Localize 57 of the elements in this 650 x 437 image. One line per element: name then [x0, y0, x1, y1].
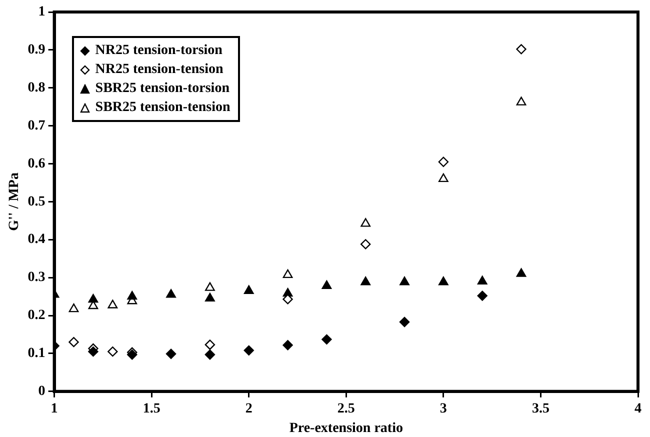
point [400, 276, 410, 286]
point [127, 350, 138, 360]
point [322, 334, 332, 345]
point [205, 282, 215, 291]
point [399, 316, 410, 328]
point [205, 292, 215, 302]
point [360, 239, 371, 250]
point [108, 346, 118, 357]
point [244, 285, 254, 294]
y-tick-label: 0.8 [28, 80, 46, 96]
legend-label: SBR25 tension-torsion [95, 80, 230, 98]
y-tick-label: 1 [38, 4, 46, 20]
point [282, 294, 293, 304]
y-tick-label: 0.4 [28, 232, 46, 248]
point [127, 290, 138, 300]
x-axis-title: Pre-extension ratio [289, 421, 403, 436]
x-tick-label: 3 [440, 401, 447, 416]
x-tick-label: 2 [245, 401, 252, 416]
y-tick-label: 0.2 [28, 308, 46, 324]
point [360, 276, 371, 286]
y-tick-label: 0.5 [28, 194, 46, 210]
y-tick-label: 0.1 [28, 346, 46, 362]
point [282, 340, 293, 350]
x-tick-label: 3.5 [532, 401, 550, 416]
x-tick-label: 2.5 [337, 401, 355, 416]
point [282, 269, 293, 278]
point [88, 294, 98, 303]
y-tick-label: 0 [38, 384, 46, 400]
point [438, 276, 448, 286]
point [477, 276, 488, 284]
legend-label: SBR25 tension-tension [95, 99, 230, 117]
point [166, 348, 176, 359]
point [516, 96, 526, 106]
y-tick-label: 0.7 [28, 118, 46, 134]
point [438, 156, 449, 167]
x-tick-label: 1.5 [142, 401, 160, 416]
point [204, 350, 216, 360]
x-tick-label: 1 [50, 401, 58, 416]
point [438, 173, 448, 182]
x-tick-label: 4 [634, 401, 642, 416]
legend-label: NR25 tension-torsion [95, 42, 222, 60]
point [166, 289, 176, 298]
point [516, 268, 526, 277]
point [204, 340, 216, 350]
point [88, 346, 98, 357]
y-axis-title: G'' / MPa [7, 172, 22, 231]
point [322, 280, 332, 290]
point [360, 218, 371, 227]
legend-label: NR25 tension-tension [95, 61, 224, 79]
y-tick-label: 0.6 [28, 156, 46, 172]
y-tick-label: 0.9 [28, 42, 46, 58]
y-tick-label: 0.3 [28, 270, 46, 286]
point [244, 345, 254, 356]
point [68, 336, 79, 348]
point [108, 300, 118, 308]
point [68, 303, 79, 312]
point [477, 290, 488, 301]
